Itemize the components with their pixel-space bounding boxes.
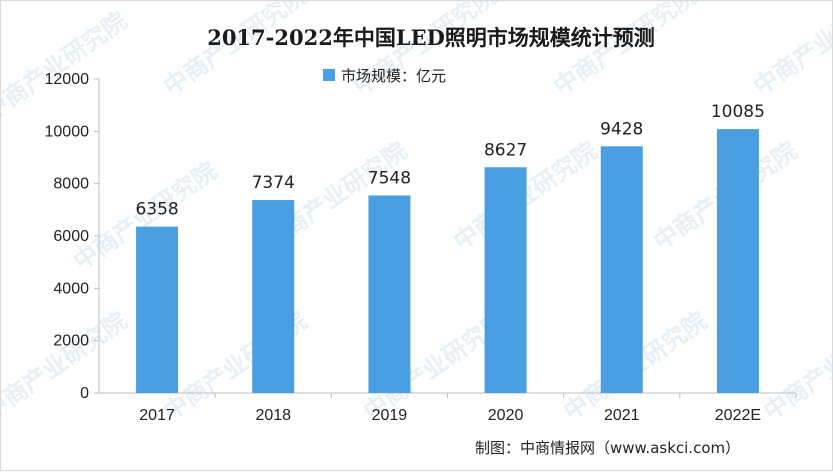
x-tick-label: 2022E: [715, 407, 761, 424]
y-tick-label: 8000: [53, 176, 89, 193]
watermark-13: 中商产业研究院: [758, 307, 833, 426]
bar-value-label: 9428: [600, 119, 643, 139]
legend-swatch: [323, 69, 335, 81]
x-tick-label: 2021: [604, 407, 640, 424]
watermark-0: 中商产业研究院: [1, 7, 132, 126]
legend-label: 市场规模：亿元: [341, 67, 446, 85]
bar-value-label: 7374: [252, 173, 295, 193]
bar-value-label: 6358: [135, 200, 178, 220]
bar-value-label: 10085: [711, 102, 765, 122]
x-tick-label: 2017: [139, 407, 175, 424]
x-axis: 2017 2018 2019 2020 2021 2022E: [99, 392, 797, 424]
bar: [600, 146, 643, 393]
bar: [716, 129, 759, 393]
watermark-3: 中商产业研究院: [548, 1, 702, 101]
source-note: 制图：中商情报网（www.askci.com）: [475, 439, 740, 457]
bar: [484, 167, 527, 393]
y-tick-label: 4000: [53, 280, 89, 297]
y-tick-label: 10000: [45, 123, 90, 140]
watermark-4: 中商产业研究院: [748, 1, 833, 101]
bar: [136, 226, 179, 393]
y-axis: 0 2000 4000 6000 8000 10000 12000: [45, 71, 100, 402]
bar: [252, 200, 295, 393]
bar-value-label: 7548: [368, 168, 411, 188]
bar-value-label: 8627: [484, 140, 527, 160]
chart-title: 2017-2022年中国LED照明市场规模统计预测: [207, 25, 655, 50]
y-tick-label: 12000: [45, 71, 90, 88]
data-labels: 6358 7374 7548 8627 9428 10085: [135, 102, 765, 220]
y-tick-label: 0: [80, 385, 89, 402]
bar-series: [136, 129, 759, 393]
watermark-2: 中商产业研究院: [348, 1, 502, 101]
watermark-layer: 中商产业研究院 中商产业研究院 中商产业研究院 中商产业研究院 中商产业研究院中商产业研…: [1, 1, 833, 426]
x-tick-label: 2018: [255, 407, 291, 424]
bar: [368, 195, 411, 393]
y-tick-label: 2000: [53, 333, 89, 350]
watermark-9: 中商产业研究院: [1, 307, 132, 426]
watermark-1: 中商产业研究院: [158, 1, 312, 101]
x-tick-label: 2019: [372, 407, 408, 424]
y-tick-label: 6000: [53, 228, 89, 245]
legend: 市场规模：亿元: [323, 67, 446, 85]
x-tick-label: 2020: [488, 407, 524, 424]
